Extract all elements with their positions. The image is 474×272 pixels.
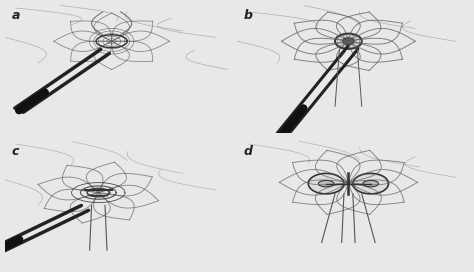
Ellipse shape	[363, 180, 378, 187]
Text: b: b	[244, 9, 253, 22]
Text: d: d	[244, 145, 253, 158]
Ellipse shape	[319, 180, 334, 187]
Circle shape	[353, 174, 389, 194]
Text: c: c	[11, 145, 19, 158]
Text: a: a	[11, 9, 20, 22]
Circle shape	[343, 38, 354, 44]
Circle shape	[308, 174, 344, 194]
